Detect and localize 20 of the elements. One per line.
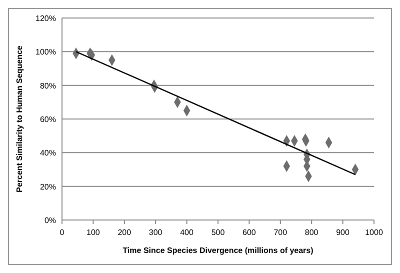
x-tick-label: 600	[242, 228, 256, 237]
x-tick-label: 900	[336, 228, 350, 237]
y-axis-title: Percent Similarity to Human Sequence	[15, 45, 24, 192]
x-tick-label: 1000	[365, 228, 384, 237]
x-tick-label: 800	[304, 228, 319, 237]
x-tick-label: 100	[86, 228, 100, 237]
x-tick-label: 700	[274, 228, 288, 237]
x-tick-label: 500	[211, 228, 226, 237]
y-tick-label: 120%	[36, 14, 56, 23]
x-tick-label: 0	[60, 228, 65, 237]
y-tick-label: 20%	[40, 182, 56, 192]
y-tick-label: 0%	[44, 216, 56, 225]
y-tick-label: 80%	[40, 81, 56, 90]
x-axis-title: Time Since Species Divergence (millions of years)	[122, 246, 314, 255]
x-tick-label: 300	[148, 228, 163, 237]
y-tick-label: 40%	[40, 148, 56, 158]
y-tick-label: 100%	[36, 48, 56, 57]
y-tick-label: 60%	[40, 115, 56, 124]
x-tick-label: 200	[118, 228, 132, 237]
x-tick-label: 400	[180, 228, 194, 237]
